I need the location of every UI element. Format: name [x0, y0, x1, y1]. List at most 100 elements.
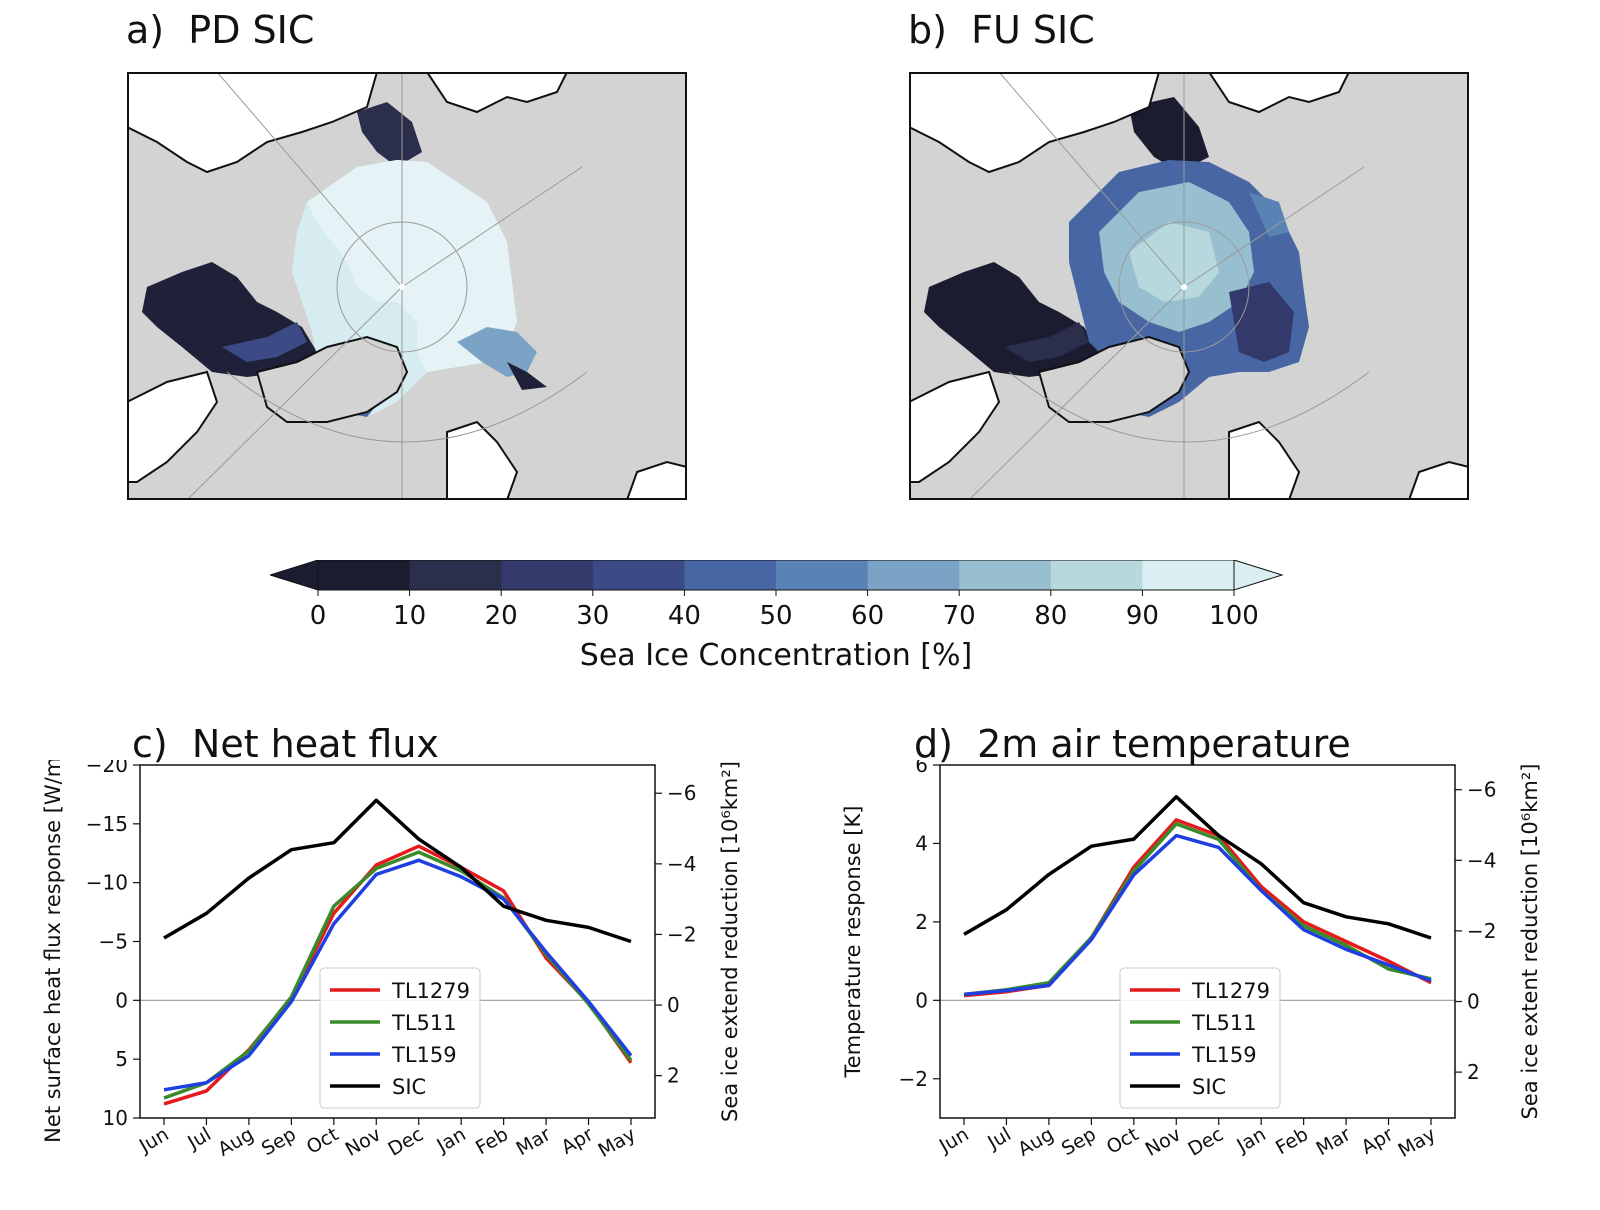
colorbar-tick-label: 40 — [668, 601, 701, 631]
x-tick-label: Jun — [135, 1123, 173, 1157]
y-tick-label: 10 — [103, 1106, 128, 1130]
legend-label-tl159: TL159 — [1191, 1043, 1257, 1067]
y-tick-label: −2 — [899, 1067, 928, 1091]
y-tick-label: 6 — [915, 760, 928, 777]
continents — [909, 72, 1469, 500]
x-tick-label: Aug — [1014, 1123, 1057, 1161]
x-tick-label: Jul — [983, 1123, 1015, 1154]
x-tick-label: Nov — [342, 1123, 385, 1161]
colorbar-tick-label: 0 — [310, 601, 327, 631]
map-frame — [909, 72, 1469, 500]
panel-b-title: b) FU SIC — [908, 8, 1095, 52]
panel-c-letter: c) — [132, 722, 168, 766]
panel-d-letter: d) — [914, 722, 953, 766]
colorbar-label: Sea Ice Concentration [%] — [580, 638, 972, 673]
panel-b-letter: b) — [908, 8, 947, 52]
x-tick-label: Jan — [432, 1123, 469, 1157]
y-tick-label: −15 — [86, 812, 128, 836]
y-tick-label: −10 — [86, 871, 128, 895]
y2-axis-label: Sea ice extend reduction [10⁶km²] — [718, 761, 742, 1122]
colorbar-tick-label: 100 — [1209, 601, 1259, 631]
y2-tick-label: −2 — [667, 922, 696, 946]
colorbar-tick-label: 10 — [393, 601, 426, 631]
panel-d-title: d) 2m air temperature — [914, 722, 1351, 766]
panel-a-label: PD SIC — [188, 8, 315, 52]
panel-c-title: c) Net heat flux — [132, 722, 439, 766]
colorbar-segment — [592, 560, 685, 590]
series-line-tl159 — [163, 858, 633, 1092]
y2-tick-label: −6 — [1467, 778, 1496, 802]
colorbar-extend-max — [1233, 560, 1284, 591]
colorbar: 0 10 20 30 40 50 60 70 80 90 100 Sea Ice Concentrat… — [270, 560, 1284, 673]
x-tick-label: Mar — [1313, 1123, 1355, 1160]
x-tick-label: May — [594, 1123, 639, 1162]
panel-a-title: a) PD SIC — [126, 8, 314, 52]
x-tick-label: Sep — [258, 1123, 300, 1160]
x-tick-label: Feb — [472, 1123, 512, 1159]
x-tick-label: Jul — [183, 1123, 215, 1154]
y-tick-label: 0 — [915, 988, 928, 1012]
legend-label-tl1279: TL1279 — [391, 979, 470, 1003]
legend-label-tl511: TL511 — [1191, 1011, 1257, 1035]
colorbar-tick-label: 90 — [1126, 601, 1159, 631]
x-tick-label: Mar — [513, 1123, 555, 1160]
y2-tick-label: −4 — [1467, 848, 1496, 872]
y2-axis-label: Sea ice extent reduction [10⁶km²] — [1518, 764, 1542, 1120]
map-frame — [127, 72, 687, 500]
series-line-tl159 — [963, 833, 1432, 997]
colorbar-segment — [959, 560, 1052, 590]
x-tick-label: Apr — [1358, 1123, 1398, 1159]
panel-b-label: FU SIC — [971, 8, 1095, 52]
map-pd-sic — [127, 72, 687, 500]
legend-label-tl1279: TL1279 — [1191, 979, 1270, 1003]
y2-tick-label: −4 — [667, 852, 696, 876]
legend-label-sic: SIC — [1192, 1075, 1226, 1099]
y2-tick-label: −2 — [1467, 919, 1496, 943]
colorbar-tick-label: 50 — [759, 601, 792, 631]
y2-tick-label: 0 — [1467, 990, 1480, 1014]
colorbar-segment — [1050, 560, 1143, 590]
y-tick-label: −5 — [99, 930, 128, 954]
colorbar-tick-label: 80 — [1034, 601, 1067, 631]
y-axis-label: Temperature response [K] — [841, 806, 865, 1079]
x-tick-label: Apr — [558, 1123, 598, 1159]
continents — [127, 72, 687, 500]
y-tick-label: 5 — [115, 1047, 128, 1071]
series-line-tl511 — [963, 822, 1432, 997]
x-tick-label: Nov — [1142, 1123, 1185, 1161]
panel-a-letter: a) — [126, 8, 165, 52]
colorbar-segment — [501, 560, 594, 590]
colorbar-tick-label: 20 — [485, 601, 518, 631]
x-tick-label: Jun — [935, 1123, 973, 1157]
legend-box — [1119, 967, 1281, 1109]
y-tick-label: 2 — [915, 910, 928, 934]
y-tick-label: 0 — [115, 988, 128, 1012]
graticule — [186, 72, 588, 500]
x-tick-label: Sep — [1058, 1123, 1100, 1160]
y-tick-label: 4 — [915, 831, 928, 855]
y2-tick-label: 2 — [667, 1064, 680, 1088]
legend-label-tl511: TL511 — [391, 1011, 457, 1035]
x-tick-label: Feb — [1272, 1123, 1312, 1159]
colorbar-tick-label: 60 — [851, 601, 884, 631]
legend-label-tl159: TL159 — [391, 1043, 457, 1067]
colorbar-segment — [776, 560, 869, 590]
colorbar-segment — [318, 560, 411, 590]
chart-net-heat-flux: 10 5 0 −5 −10 −15 −20 2 0 −2 −4 −6 Jun Jul Aug Sep Oct No… — [41, 760, 742, 1162]
x-tick-label: Oct — [1103, 1123, 1142, 1158]
north-pole-marker — [1181, 284, 1187, 290]
x-tick-label: Oct — [303, 1123, 342, 1158]
y2-tick-label: 0 — [667, 993, 680, 1017]
y-tick-label: −20 — [86, 760, 128, 777]
chart-2m-air-temperature: −2 0 2 4 6 2 0 −2 −4 −6 Jun Jul Aug Sep Oct Nov Dec Jan Fe… — [841, 760, 1542, 1162]
x-tick-label: Aug — [214, 1123, 257, 1161]
y2-tick-label: 2 — [1467, 1060, 1480, 1084]
x-tick-label: Dec — [384, 1123, 427, 1160]
colorbar-tick-label: 30 — [576, 601, 609, 631]
plot-frame — [939, 764, 1456, 1119]
colorbar-tick-label: 70 — [943, 601, 976, 631]
north-pole-marker — [399, 284, 405, 290]
panel-d-label: 2m air temperature — [977, 722, 1351, 766]
series-line-sic — [963, 795, 1432, 940]
colorbar-extend-min — [270, 560, 319, 591]
